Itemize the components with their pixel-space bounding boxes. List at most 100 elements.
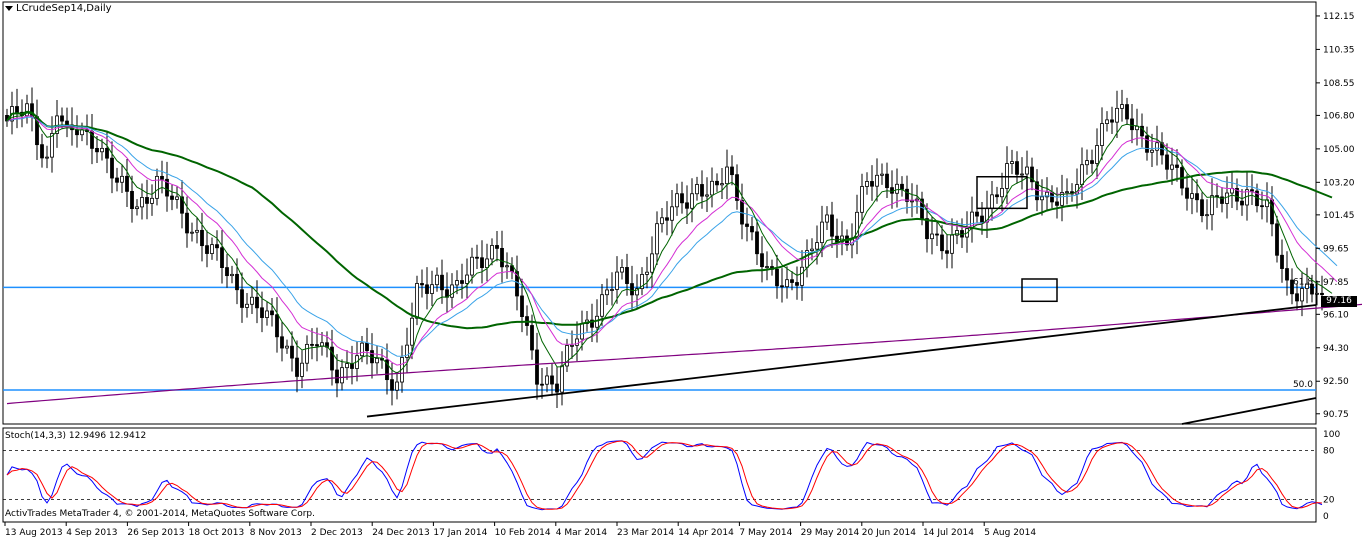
x-tick-label: 2 Dec 2013 [311, 528, 363, 538]
candle [50, 116, 54, 173]
candle [110, 141, 114, 194]
candle [300, 350, 304, 389]
candle [1210, 178, 1214, 231]
candle [90, 114, 94, 165]
candle [270, 297, 274, 327]
candle [635, 274, 639, 308]
candle [785, 266, 789, 299]
candle [825, 206, 829, 231]
candle [520, 278, 524, 333]
x-tick-label: 26 Sep 2013 [127, 528, 184, 538]
candle [665, 201, 669, 236]
candle [1315, 280, 1319, 306]
candle [875, 158, 879, 202]
candle [1120, 89, 1124, 122]
candle [1220, 187, 1224, 213]
candle [810, 238, 814, 261]
candle [890, 170, 894, 209]
copyright-text: ActivTrades MetaTrader 4, © 2001-2014, M… [5, 509, 315, 519]
candle [745, 207, 749, 242]
moving-average-200 [6, 303, 1362, 405]
candle [925, 203, 929, 253]
candle [900, 176, 904, 197]
candle [1045, 177, 1049, 211]
candle [315, 327, 319, 362]
candle [225, 254, 229, 288]
y-tick-label: 110.35 [1323, 45, 1355, 55]
x-tick-label: 14 Jul 2014 [923, 528, 974, 538]
candle [180, 180, 184, 229]
y-tick-label: 103.20 [1323, 178, 1355, 188]
y-tick-label: 105.00 [1323, 145, 1355, 155]
candle [885, 162, 889, 198]
candle [545, 367, 549, 393]
candle [1090, 149, 1094, 174]
candle [310, 328, 314, 360]
candle [670, 190, 674, 236]
candle [1145, 126, 1149, 161]
candle [1230, 171, 1234, 209]
candle [690, 178, 694, 223]
candle [1065, 178, 1069, 205]
candle [755, 219, 759, 266]
chart-menu-triangle-icon[interactable] [5, 6, 13, 11]
candle [1125, 97, 1129, 126]
candle [120, 164, 124, 193]
candle [280, 321, 284, 362]
candle [1055, 187, 1059, 219]
candle [550, 362, 554, 396]
candle [765, 251, 769, 281]
candle [1240, 189, 1244, 216]
candle [1200, 192, 1204, 223]
candle [245, 292, 249, 318]
candle [1135, 108, 1139, 146]
candle [505, 252, 509, 279]
candle [740, 183, 744, 240]
candle [860, 173, 864, 224]
candle [480, 240, 484, 284]
candle [465, 258, 469, 299]
candle [725, 149, 729, 200]
candle [125, 158, 129, 208]
candle [1190, 175, 1194, 215]
candle [1030, 157, 1034, 191]
candle [420, 269, 424, 298]
candle [145, 179, 149, 220]
candle [655, 211, 659, 265]
chart-title-text: LCrudeSep14,Daily [16, 3, 112, 14]
x-tick-label: 24 Dec 2013 [372, 528, 430, 538]
candle [35, 99, 39, 160]
candle [425, 267, 429, 310]
candle [1085, 149, 1089, 175]
candle [30, 87, 34, 132]
candle [1305, 267, 1309, 304]
candle [790, 271, 794, 291]
candle [150, 184, 154, 216]
candle [335, 354, 339, 398]
candle [660, 208, 664, 233]
candle [1015, 151, 1019, 184]
candle [470, 247, 474, 284]
x-tick-label: 18 Oct 2013 [189, 528, 245, 538]
candle [1070, 183, 1074, 202]
candle [55, 99, 59, 148]
candle [410, 302, 414, 360]
candle [730, 155, 734, 186]
candle [620, 259, 624, 280]
candle [1140, 113, 1144, 148]
candle [160, 160, 164, 194]
y-tick-label: 90.75 [1323, 410, 1349, 420]
candle [15, 88, 19, 129]
candle [365, 327, 369, 365]
candle [850, 223, 854, 259]
candle [205, 230, 209, 268]
y-tick-label: 96.10 [1323, 310, 1349, 320]
candle [170, 184, 174, 211]
candle [370, 333, 374, 379]
candle [555, 366, 559, 408]
y-tick-label: 97.85 [1323, 278, 1349, 288]
x-tick-label: 5 Aug 2014 [984, 528, 1036, 538]
candle [1175, 149, 1179, 182]
candle [705, 177, 709, 213]
